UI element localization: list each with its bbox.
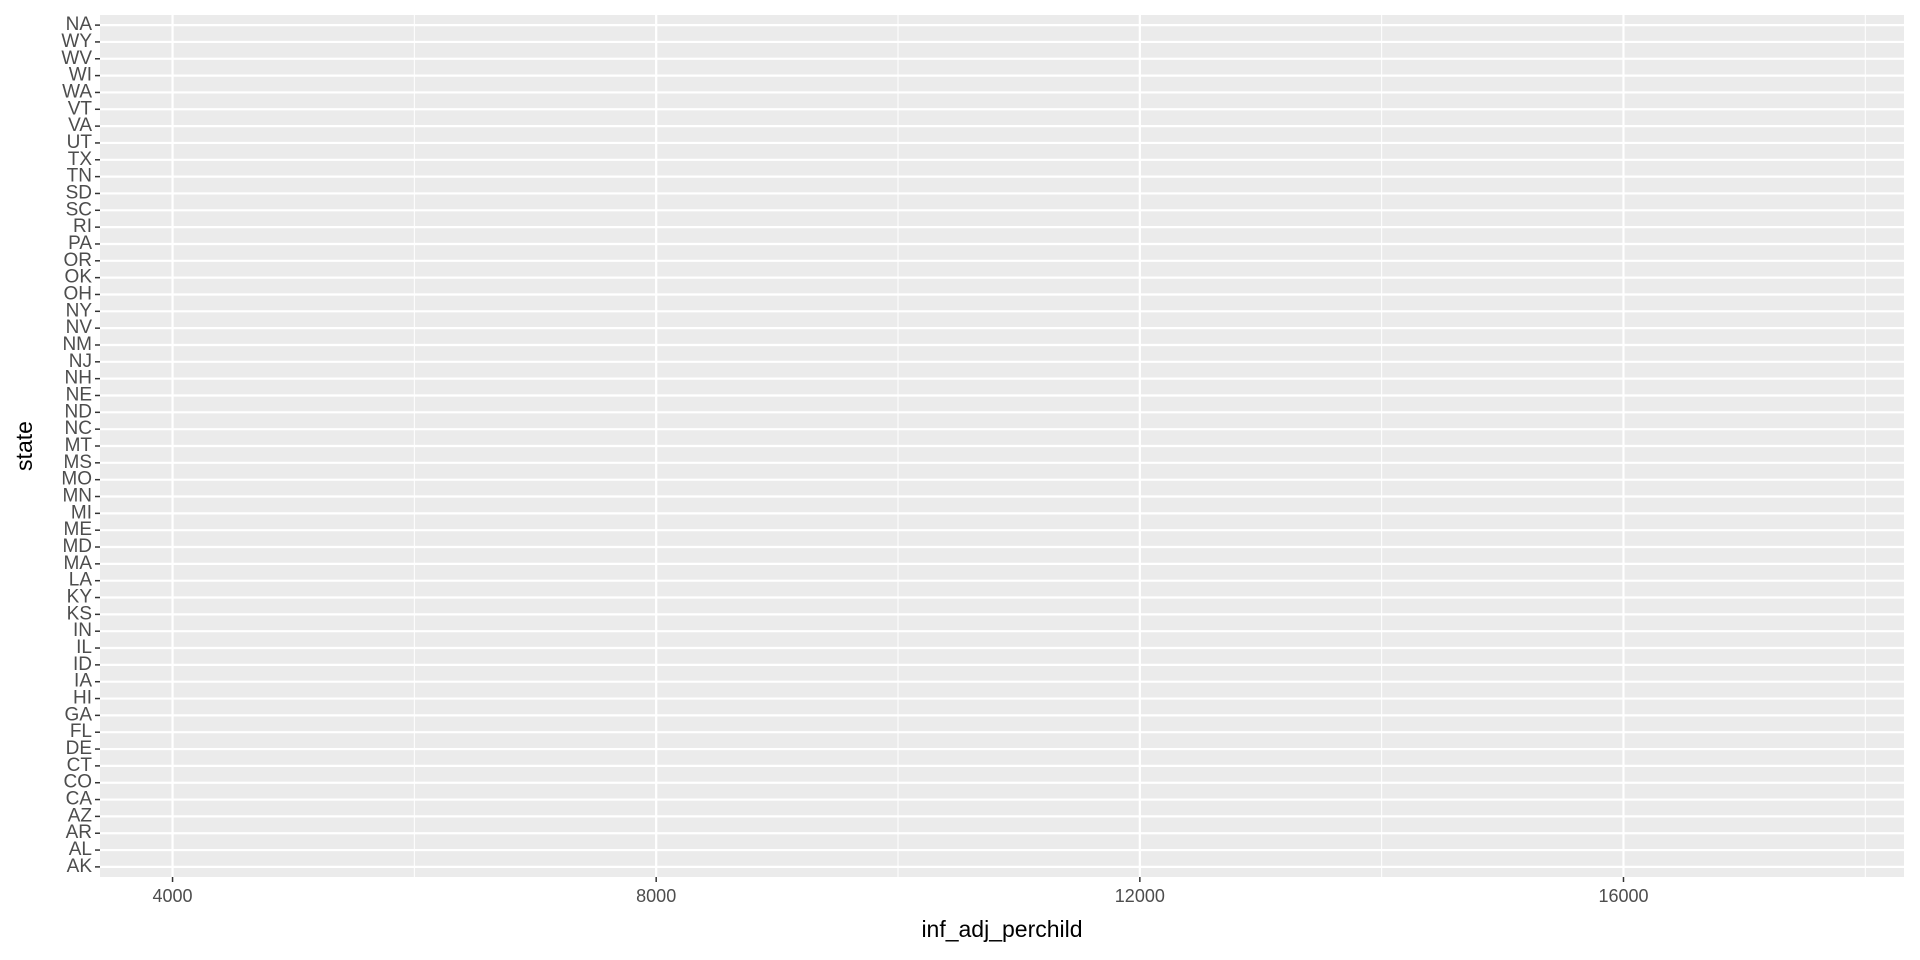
y-tick-label: ID <box>73 654 92 675</box>
y-tick-label: NM <box>62 334 92 355</box>
x-tick-label: 16000 <box>1598 886 1648 906</box>
y-tick-label: OH <box>64 283 93 304</box>
y-tick-label: CA <box>66 789 93 810</box>
y-tick-label: AK <box>67 856 93 877</box>
y-tick-label: KS <box>67 603 92 624</box>
y-tick-label: NH <box>65 368 92 389</box>
y-tick-label: NC <box>65 418 92 439</box>
y-tick-label: AR <box>66 822 92 843</box>
y-tick-label: TX <box>68 149 93 170</box>
y-tick-label: UT <box>67 132 93 153</box>
y-tick-label: NJ <box>69 351 92 372</box>
y-tick-label: MS <box>64 452 93 473</box>
y-tick-label: AL <box>69 839 92 860</box>
y-tick-label: WI <box>69 65 92 86</box>
y-tick-label: CT <box>67 755 93 776</box>
y-tick-label: TN <box>67 166 92 187</box>
y-tick-label: FL <box>70 721 92 742</box>
y-tick-label: IL <box>76 637 92 658</box>
y-tick-label: SD <box>66 182 92 203</box>
y-tick-label: NE <box>66 385 92 406</box>
y-tick-label: NV <box>66 317 93 338</box>
y-tick-label: DE <box>66 738 92 759</box>
y-tick-label: LA <box>69 570 93 591</box>
y-tick-label: OR <box>64 250 93 271</box>
y-axis-title: state <box>11 421 37 471</box>
y-tick-label: IN <box>73 620 92 641</box>
y-tick-label: NA <box>66 14 93 35</box>
y-tick-label: ME <box>64 519 93 540</box>
x-tick-label: 4000 <box>153 886 193 906</box>
x-axis-title: inf_adj_perchild <box>921 916 1082 942</box>
y-tick-label: WY <box>61 31 92 52</box>
y-tick-label: MI <box>71 502 92 523</box>
y-tick-label: ND <box>65 401 92 422</box>
y-tick-label: RI <box>73 216 92 237</box>
y-tick-label: MO <box>61 469 92 490</box>
x-tick-label: 8000 <box>636 886 676 906</box>
y-tick-label: WV <box>61 48 92 69</box>
y-tick-label: MA <box>64 553 93 574</box>
x-tick-label: 12000 <box>1115 886 1165 906</box>
y-tick-label: AZ <box>68 805 93 826</box>
y-tick-label: CO <box>64 772 93 793</box>
y-tick-label: WA <box>62 81 92 102</box>
y-tick-label: VT <box>68 98 93 119</box>
y-tick-label: NY <box>66 300 93 321</box>
y-tick-label: SC <box>66 199 92 220</box>
y-tick-label: MD <box>62 536 92 557</box>
y-tick-label: GA <box>65 704 93 725</box>
y-tick-label: KY <box>67 587 93 608</box>
y-tick-label: MN <box>62 486 92 507</box>
y-tick-label: VA <box>68 115 92 136</box>
y-tick-label: OK <box>65 267 93 288</box>
y-tick-label: PA <box>68 233 92 254</box>
y-tick-label: IA <box>74 671 92 692</box>
y-tick-label: MT <box>65 435 93 456</box>
y-tick-label: HI <box>73 688 92 709</box>
